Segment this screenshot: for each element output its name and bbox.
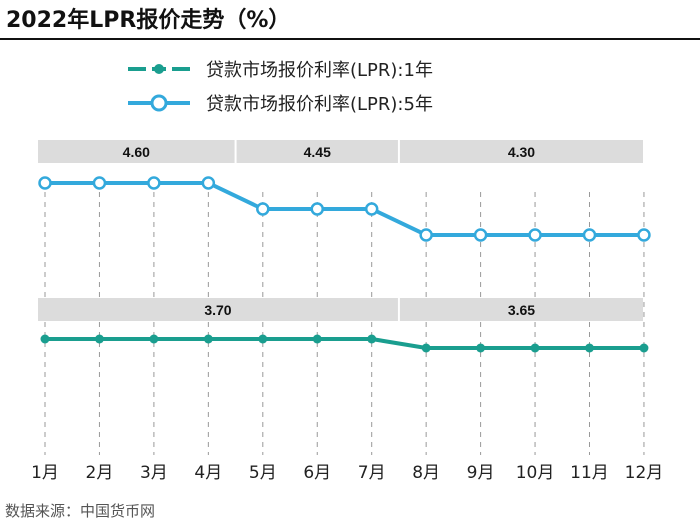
- x-tick-label: 7月: [358, 463, 386, 483]
- x-tick-label: 8月: [412, 463, 440, 483]
- data-point: [421, 343, 431, 353]
- x-tick-label: 2月: [86, 463, 114, 483]
- value-band: [236, 140, 398, 163]
- data-point: [94, 334, 104, 344]
- band-label: 3.70: [204, 302, 231, 318]
- series-line-1y: [45, 337, 644, 350]
- legend-label-1y: 贷款市场报价利率(LPR):1年: [206, 60, 433, 81]
- data-point: [528, 228, 542, 242]
- value-band: [38, 140, 235, 163]
- x-tick-label: 12月: [625, 463, 664, 483]
- x-tick-label: 4月: [194, 463, 222, 483]
- data-point: [203, 334, 213, 344]
- data-point: [312, 334, 322, 344]
- data-point: [149, 334, 159, 344]
- band-label: 4.30: [508, 144, 535, 160]
- band-label: 4.45: [304, 144, 331, 160]
- data-point: [367, 334, 377, 344]
- x-tick-label: 9月: [467, 463, 495, 483]
- legend-label-5y: 贷款市场报价利率(LPR):5年: [206, 94, 433, 115]
- legend-marker-5y: [150, 94, 168, 112]
- data-point: [582, 228, 597, 242]
- data-point: [256, 202, 270, 216]
- data-point: [310, 202, 324, 216]
- data-point: [38, 176, 52, 190]
- value-band: [399, 140, 643, 163]
- data-point: [637, 228, 651, 242]
- legend-marker-1y: [154, 64, 164, 74]
- legend: 贷款市场报价利率(LPR):1年 贷款市场报价利率(LPR):5年: [128, 60, 433, 115]
- data-point: [476, 343, 486, 353]
- data-point: [364, 202, 379, 216]
- data-point: [639, 343, 649, 353]
- source-note: 数据来源：中国货币网: [5, 502, 155, 520]
- value-band: [399, 298, 643, 321]
- x-tick-label: 5月: [249, 463, 277, 483]
- x-tick-label: 6月: [303, 463, 331, 483]
- data-point: [147, 176, 161, 190]
- value-band: [38, 298, 398, 321]
- chart-title: 2022年LPR报价走势（%）: [6, 7, 290, 33]
- band-label: 3.65: [508, 302, 535, 318]
- data-point: [585, 343, 594, 353]
- x-tick-label: 3月: [140, 463, 168, 483]
- x-tick-label: 1月: [31, 463, 59, 483]
- data-point: [419, 228, 433, 242]
- series-line-5y: [45, 181, 644, 237]
- band-label: 4.60: [123, 144, 150, 160]
- data-point: [201, 176, 216, 190]
- x-tick-label: 11月: [570, 463, 609, 483]
- data-point: [40, 334, 50, 344]
- data-point: [92, 176, 107, 190]
- data-point: [473, 228, 488, 242]
- x-tick-label: 10月: [516, 463, 555, 483]
- data-point: [258, 334, 268, 344]
- data-point: [530, 343, 540, 353]
